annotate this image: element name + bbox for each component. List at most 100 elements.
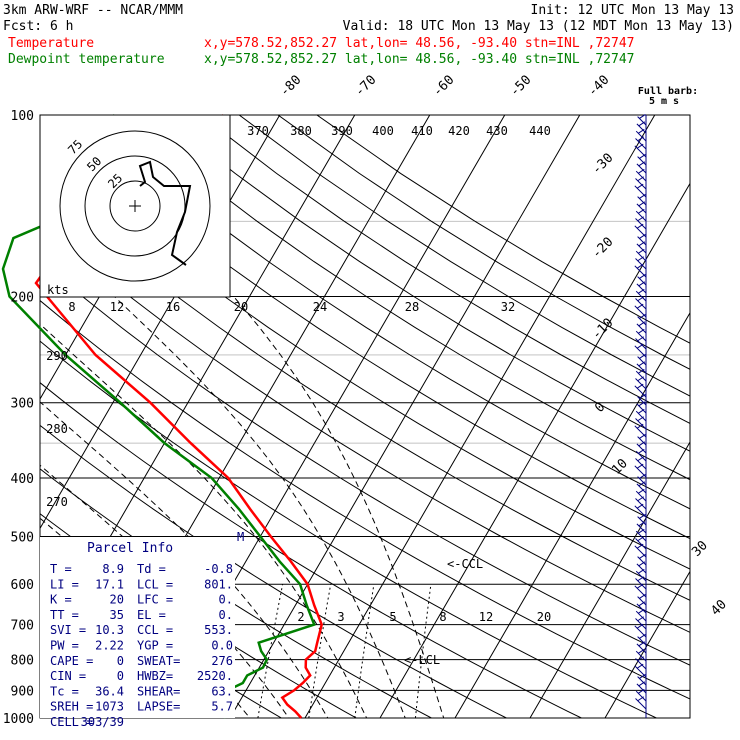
parcel-info-cell: CAPE = xyxy=(50,654,93,668)
parcel-info-cell: CIN = xyxy=(50,669,86,683)
wind-barb-flag xyxy=(638,328,645,334)
wind-barb xyxy=(635,218,647,230)
wind-barb-flag xyxy=(639,273,646,279)
wind-barb xyxy=(637,116,647,126)
wind-barb-flag xyxy=(638,688,645,694)
wind-barb-flag xyxy=(638,321,646,327)
isotherm-label: -70 xyxy=(352,73,379,100)
isotherm-label: -40 xyxy=(585,73,612,100)
wind-barb-flag xyxy=(637,296,645,302)
wind-barb xyxy=(635,530,647,542)
wind-barb-flag xyxy=(638,361,646,367)
wind-barb xyxy=(636,203,647,214)
theta-label: 270 xyxy=(46,495,68,509)
theta-label: 410 xyxy=(411,124,433,138)
parcel-info-cell: EL = xyxy=(137,608,166,622)
pressure-label: 100 xyxy=(11,109,34,124)
wind-barb-flag xyxy=(638,601,646,607)
dry-adiabat xyxy=(40,145,690,570)
parcel-info-cell: 35 xyxy=(110,608,124,622)
wind-barb-flag xyxy=(639,513,646,519)
isotherm-label: 40 xyxy=(708,597,730,619)
barb-legend-units: 5 m s xyxy=(649,96,679,107)
parcel-info-cell: SHEAR= xyxy=(137,684,180,698)
parcel-info-cell: 0 xyxy=(117,654,124,668)
mixing-ratio-label: 8 xyxy=(439,610,446,624)
wind-barb-flag xyxy=(637,616,645,622)
wind-barb xyxy=(637,316,647,326)
wind-barb-flag xyxy=(638,521,646,527)
parcel-info-cell: 0 xyxy=(117,669,124,683)
wind-barb xyxy=(635,330,647,342)
wind-barb xyxy=(635,370,647,382)
wind-barb xyxy=(637,396,647,406)
barb-legend-label: Full barb: xyxy=(638,86,698,97)
isotherm-label: -30 xyxy=(589,151,616,178)
wind-barb-flag xyxy=(639,313,646,319)
wind-barb-flag xyxy=(636,663,644,669)
isotherm-line xyxy=(529,441,690,718)
wind-barb xyxy=(637,596,647,606)
wind-barb xyxy=(635,418,647,430)
wind-barb xyxy=(636,563,647,574)
wind-barb xyxy=(637,636,647,646)
pressure-label: 700 xyxy=(11,619,34,634)
pressure-label: 400 xyxy=(11,472,34,487)
wind-barb xyxy=(635,298,647,310)
pressure-label: 500 xyxy=(11,530,34,545)
dry-adiabat xyxy=(40,260,690,666)
parcel-info-cell: 0.0 xyxy=(211,639,233,653)
parcel-info-cell: 20 xyxy=(110,593,124,607)
wind-barbs xyxy=(634,113,647,718)
wind-barb-flag xyxy=(638,408,645,414)
wind-barb-flag xyxy=(639,153,646,159)
speed-axis-label: 16 xyxy=(166,300,180,314)
pressure-label: 200 xyxy=(11,291,34,306)
wind-barb-flag xyxy=(636,583,644,589)
parcel-info-cell: T = xyxy=(50,562,72,576)
parcel-info-cell: Td = xyxy=(137,562,166,576)
wind-barb xyxy=(635,250,647,262)
parcel-info-cell: K = xyxy=(50,593,72,607)
wind-barb xyxy=(635,658,647,670)
speed-axis-label: 20 xyxy=(234,300,248,314)
wind-barb-flag xyxy=(636,383,644,389)
wind-barb-flag xyxy=(637,536,645,542)
wind-barb-flag xyxy=(637,656,645,662)
wind-barb-flag xyxy=(638,241,646,247)
speed-axis-label: 12 xyxy=(110,300,124,314)
parcel-info-cell: 2.22 xyxy=(95,639,124,653)
wind-barb xyxy=(637,436,647,446)
parcel-info-cell: -0.8 xyxy=(204,562,233,576)
wind-barb-flag xyxy=(639,233,646,239)
dry-adiabat xyxy=(277,115,690,370)
dry-adiabat xyxy=(200,115,690,425)
wind-barb-flag xyxy=(637,416,645,422)
wind-barb-flag xyxy=(636,143,644,149)
wind-barb-flag xyxy=(639,673,646,679)
wind-barb xyxy=(635,690,647,702)
pressure-label: 600 xyxy=(11,578,34,593)
parcel-info-cell: LI = xyxy=(50,577,79,591)
parcel-info-cell: 5.7 xyxy=(211,700,233,714)
theta-label: 420 xyxy=(448,124,470,138)
isotherm-line xyxy=(40,115,281,530)
wind-barb xyxy=(635,578,647,590)
wind-barb xyxy=(635,610,647,622)
parcel-info-title: Parcel Info xyxy=(87,541,173,556)
wind-barb-flag xyxy=(636,423,644,429)
wind-barb-flag xyxy=(636,463,644,469)
wind-barb xyxy=(636,163,647,174)
wind-barb-flag xyxy=(639,433,646,439)
theta-label: 400 xyxy=(372,124,394,138)
wind-barb-flag xyxy=(638,201,646,207)
parcel-info-cell: LCL = xyxy=(137,577,173,591)
wind-barb xyxy=(636,683,647,694)
wind-barb xyxy=(637,516,647,526)
parcel-info-cell: LFC = xyxy=(137,593,173,607)
mixing-ratio-label: 12 xyxy=(479,610,493,624)
wind-barb xyxy=(637,556,647,566)
parcel-info-cell: 276 xyxy=(211,654,233,668)
